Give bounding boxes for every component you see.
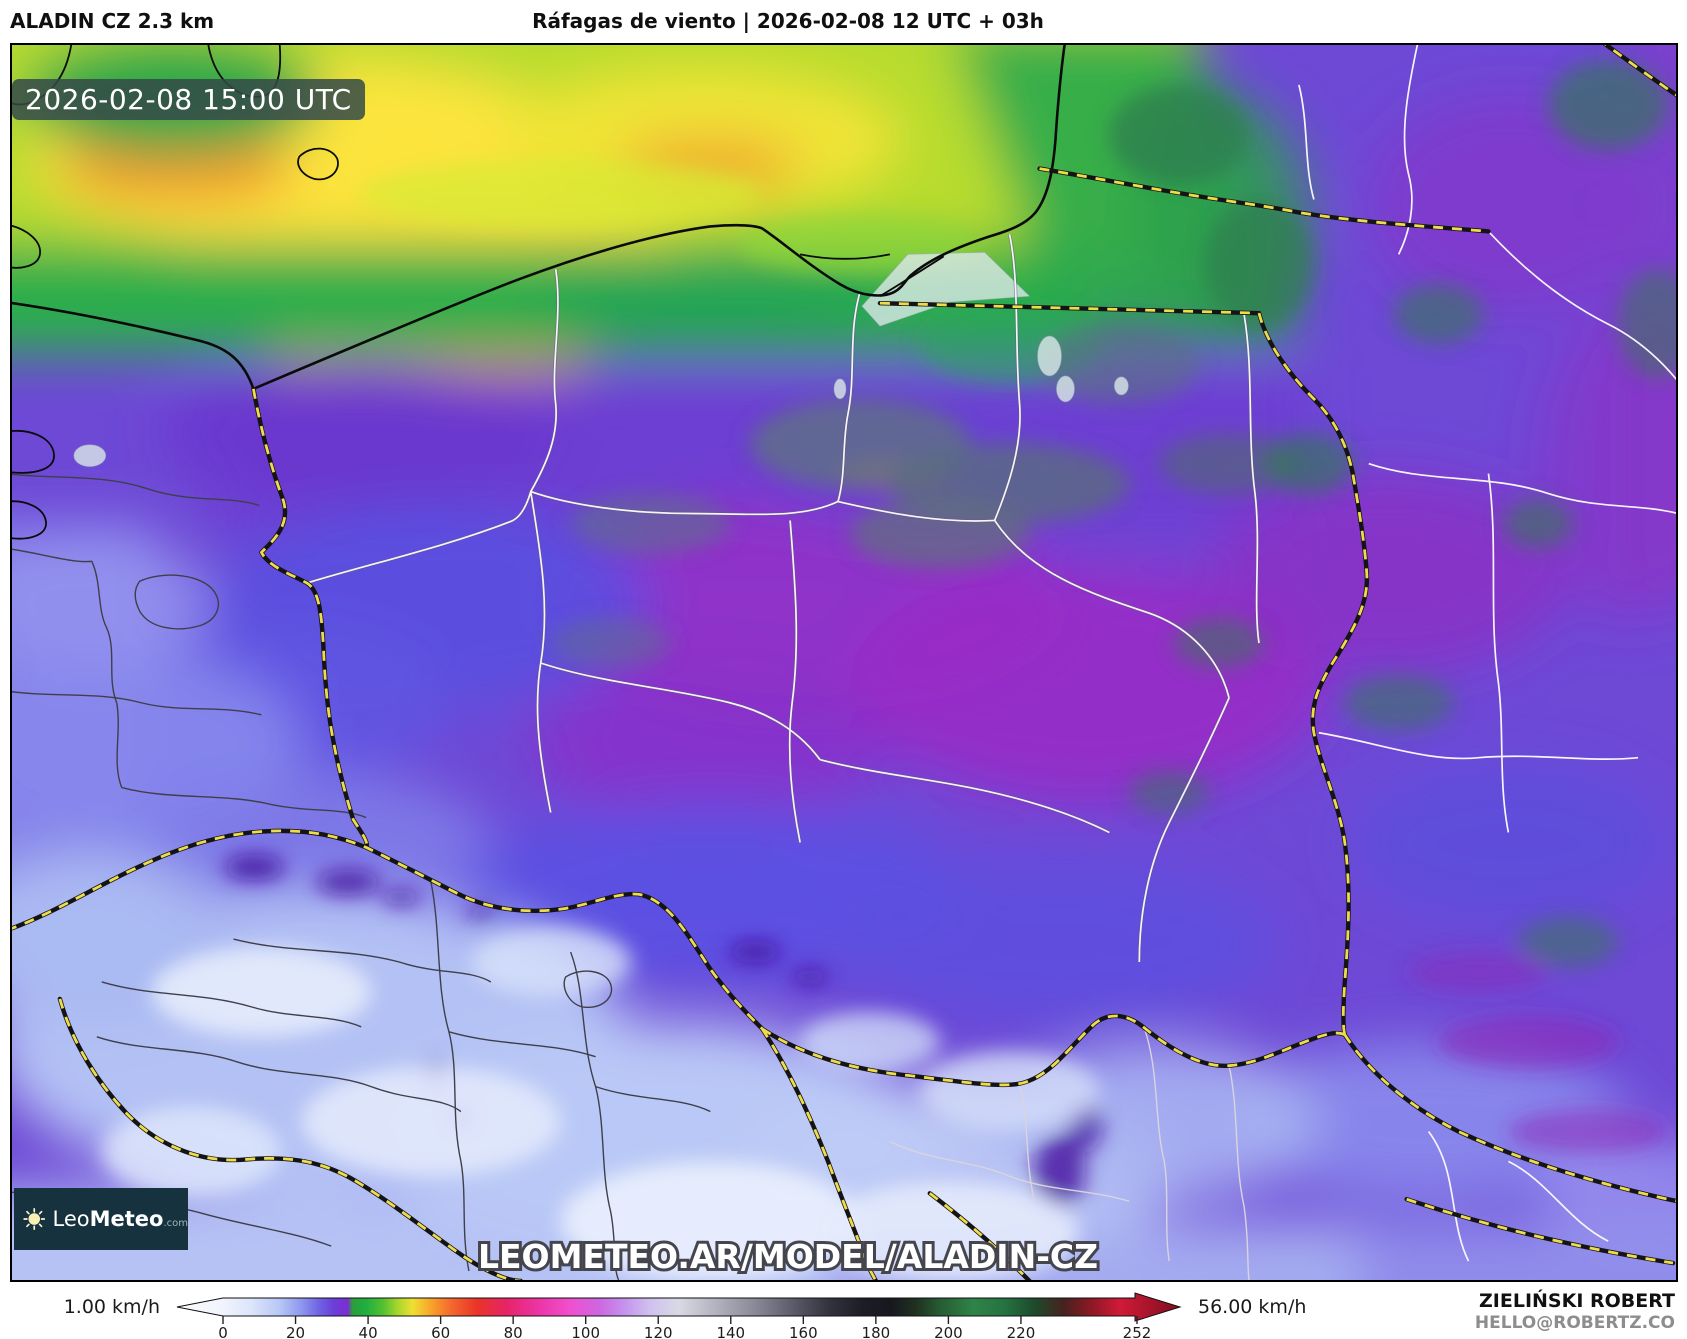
svg-text:100: 100 — [571, 1324, 600, 1339]
logo-leo: Leo — [52, 1207, 90, 1231]
svg-text:252: 252 — [1123, 1324, 1152, 1339]
logo-meteo: Meteo — [89, 1207, 164, 1231]
region-borders — [12, 45, 1676, 1280]
svg-text:180: 180 — [862, 1324, 891, 1339]
svg-text:0: 0 — [218, 1324, 228, 1339]
credits: ZIELIŃSKI ROBERT HELLO@ROBERTZ.CO — [1475, 1290, 1675, 1334]
colorbar: 0 20 40 60 80 100 120 140 160 180 200 220 252 — [176, 1292, 1182, 1339]
svg-text:120: 120 — [644, 1324, 673, 1339]
watermark-text: LEOMETEO.AR/MODEL/ALADIN-CZ — [477, 1237, 1099, 1276]
svg-text:20: 20 — [286, 1324, 305, 1339]
colorbar-ticks: 0 20 40 60 80 100 120 140 160 180 200 220 252 — [218, 1316, 1151, 1339]
czech-region-borders — [96, 882, 711, 1280]
author-name: ZIELIŃSKI ROBERT — [1479, 1290, 1675, 1312]
colorbar-max-label: 56.00 km/h — [1198, 1296, 1307, 1318]
svg-text:220: 220 — [1007, 1324, 1036, 1339]
logo-tld: .com — [163, 1218, 188, 1229]
colorbar-arrow — [176, 1292, 1182, 1322]
voivodeship-borders — [305, 234, 1261, 963]
coastline — [12, 45, 1066, 540]
author-contact: HELLO@ROBERTZ.CO — [1474, 1313, 1675, 1334]
watermark-outline: LEOMETEO.AR/MODEL/ALADIN-CZ — [475, 1234, 1101, 1279]
timestamp-badge: 2026-02-08 15:00 UTC — [12, 79, 365, 120]
weather-map — [10, 43, 1678, 1282]
lakes-layer — [73, 251, 1129, 468]
svg-text:160: 160 — [789, 1324, 818, 1339]
eastern-region-borders — [1298, 45, 1676, 1262]
wind-gust-field-svg — [12, 45, 1676, 1280]
wind-field-detail — [101, 59, 1676, 1280]
model-label: ALADIN CZ 2.3 km — [10, 9, 215, 33]
svg-text:140: 140 — [716, 1324, 745, 1339]
svg-text:200: 200 — [934, 1324, 963, 1339]
country-borders — [12, 45, 1676, 1280]
colorbar-min-label: 1.00 km/h — [63, 1296, 160, 1318]
svg-text:80: 80 — [504, 1324, 523, 1339]
leometeo-logo: LeoMeteo.com — [14, 1188, 188, 1250]
slovak-region-borders — [889, 1027, 1250, 1280]
page-title: Ráfagas de viento | 2026-02-08 12 UTC + … — [532, 9, 1044, 33]
svg-text:60: 60 — [431, 1324, 450, 1339]
svg-text:40: 40 — [359, 1324, 378, 1339]
sun-icon — [23, 1208, 46, 1230]
logo-wordmark: LeoMeteo.com — [52, 1207, 188, 1231]
